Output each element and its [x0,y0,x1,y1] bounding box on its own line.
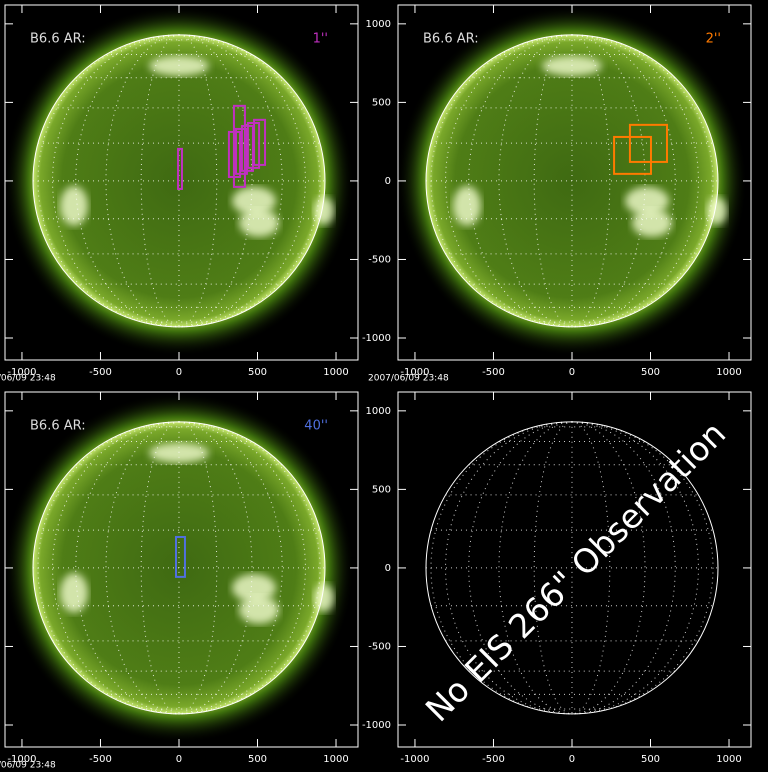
x-tick-label: 1000 [323,367,348,378]
x-tick-label: -1000 [400,754,429,765]
y-tick-label: -500 [368,254,391,265]
timestamp: 2007/06/09 23:48 [0,761,56,769]
y-tick-label: 0 [385,563,391,574]
y-tick-label: 0 [385,176,391,187]
slit-label: 40'' [304,419,328,434]
y-tick-label: 500 [372,484,391,495]
bright-region [239,596,279,624]
x-tick-label: 1000 [323,754,348,765]
x-tick-label: 0 [569,367,575,378]
slit-label: 1'' [313,32,328,47]
panel: -1000-50005001000-1000-500050010002007/0… [0,5,358,384]
panel-image [4,393,354,743]
panel-image [397,6,747,356]
x-tick-label: -500 [482,367,505,378]
y-tick-label: -1000 [362,720,391,731]
x-tick-label: 500 [641,367,660,378]
bright-region [632,209,672,237]
bright-region [542,56,602,76]
bright-region [453,186,481,226]
x-tick-label: -500 [89,754,112,765]
x-tick-label: 1000 [716,754,741,765]
x-tick-label: 500 [641,754,660,765]
x-tick-label: 500 [248,367,267,378]
panel-label: B6.6 AR: [30,32,86,47]
bright-region [149,443,209,463]
y-tick-label: 1000 [366,19,391,30]
y-tick-label: -1000 [362,333,391,344]
panel: -1000 -500 0 500 1000 -1000 -500 0 500 1000 No EIS… [362,392,751,765]
bright-region [60,573,88,613]
panel-label: B6.6 AR: [30,419,86,434]
panel: -1000-50005001000-1000-500050010002007/0… [0,392,358,768]
panel-label: B6.6 AR: [423,32,479,47]
y-tick-label: 1000 [366,406,391,417]
bright-region [149,56,209,76]
x-tick-label: 1000 [716,367,741,378]
bright-region [239,209,279,237]
slit-label: 2'' [706,32,721,47]
no-observation-message: No EIS 266" Observation [418,414,733,729]
y-tick-label: 500 [372,97,391,108]
timestamp: 2007/06/09 23:48 [368,374,449,384]
x-tick-label: 0 [176,367,182,378]
y-tick-label: -500 [368,641,391,652]
x-tick-label: 0 [176,754,182,765]
timestamp: 2007/06/09 23:48 [0,374,56,384]
x-tick-label: -500 [89,367,112,378]
bright-region [60,186,88,226]
x-tick-label: 0 [569,754,575,765]
x-tick-label: 500 [248,754,267,765]
x-tick-label: -500 [482,754,505,765]
